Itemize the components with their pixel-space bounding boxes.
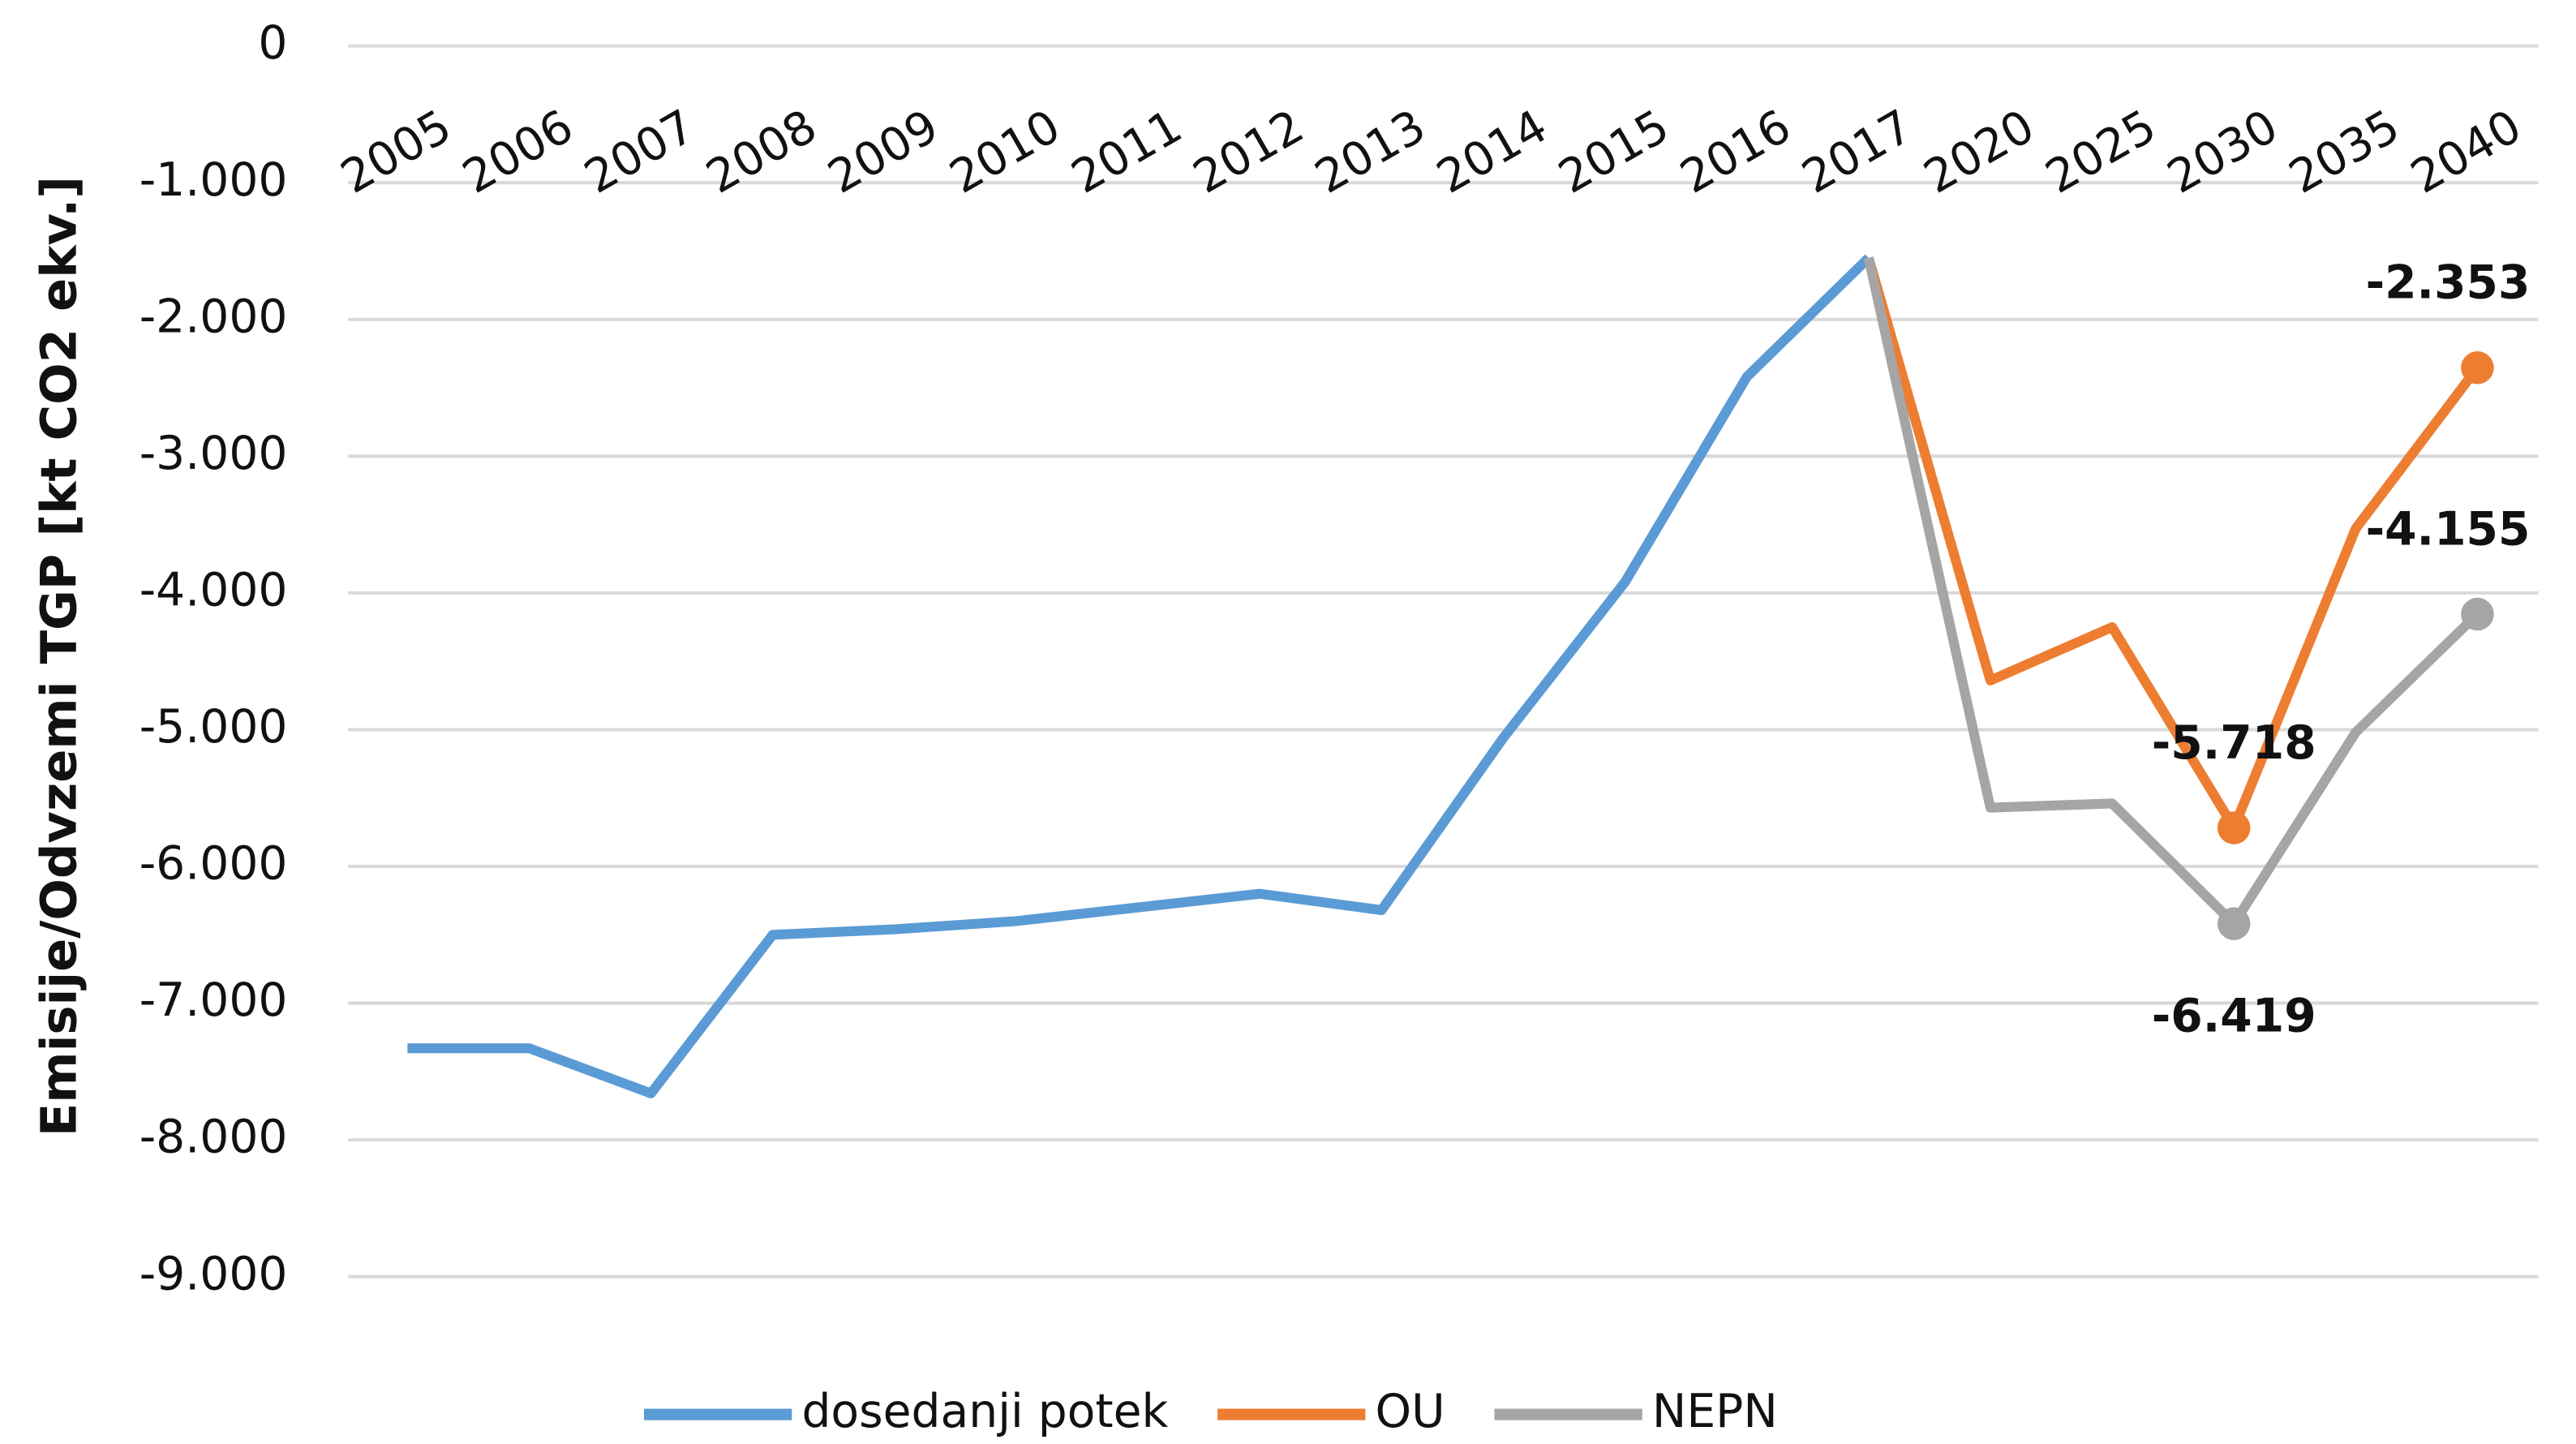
y-tick-label: -5.000 — [140, 700, 288, 754]
data-point — [2461, 351, 2494, 385]
y-tick-label: -1.000 — [140, 153, 288, 207]
data-label: -2.353 — [2366, 256, 2531, 310]
x-tick-label: 2035 — [2281, 100, 2409, 204]
x-tick-label: 2013 — [1307, 100, 1435, 204]
x-tick-label: 2025 — [2037, 100, 2165, 204]
x-tick-label: 2014 — [1428, 100, 1556, 204]
data-label: -5.718 — [2152, 716, 2316, 770]
x-tick-label: 2015 — [1550, 100, 1678, 204]
series-line — [1863, 256, 2482, 833]
y-tick-label: -2.000 — [140, 290, 288, 343]
y-tick-label: 0 — [258, 16, 287, 70]
y-tick-label: -6.000 — [140, 837, 288, 891]
data-point — [2217, 811, 2251, 844]
data-label: -4.155 — [2366, 503, 2531, 557]
data-label: -6.419 — [2152, 990, 2316, 1043]
y-tick-label: -4.000 — [140, 564, 288, 617]
data-point — [2461, 597, 2494, 631]
x-tick-label: 2007 — [576, 100, 704, 204]
data-point — [2217, 907, 2251, 940]
y-axis-title: Emisije/Odvzemi TGP [kt CO2 ekv.] — [32, 176, 88, 1137]
x-tick-label: 2017 — [1793, 100, 1921, 204]
x-tick-label: 2008 — [698, 100, 826, 204]
x-tick-label: 2040 — [2402, 100, 2531, 204]
y-tick-label: -3.000 — [140, 427, 288, 480]
series-line — [407, 254, 1873, 1098]
x-tick-label: 2010 — [941, 100, 1069, 204]
x-tick-label: 2011 — [1063, 100, 1191, 204]
legend-label: NEPN — [1652, 1385, 1778, 1438]
x-tick-label: 2030 — [2158, 100, 2286, 204]
series-line — [1863, 256, 2481, 929]
x-tick-label: 2006 — [454, 100, 582, 204]
y-tick-label: -7.000 — [140, 973, 288, 1027]
x-tick-label: 2020 — [1915, 100, 2043, 204]
legend-label: OU — [1376, 1385, 1445, 1438]
y-tick-label: -8.000 — [140, 1111, 288, 1164]
x-tick-label: 2012 — [1184, 100, 1312, 204]
x-tick-label: 2016 — [1672, 100, 1800, 204]
x-tick-label: 2005 — [332, 100, 460, 204]
x-tick-label: 2009 — [819, 100, 947, 204]
legend-label: dosedanji potek — [801, 1385, 1168, 1438]
y-tick-label: -9.000 — [140, 1247, 288, 1300]
